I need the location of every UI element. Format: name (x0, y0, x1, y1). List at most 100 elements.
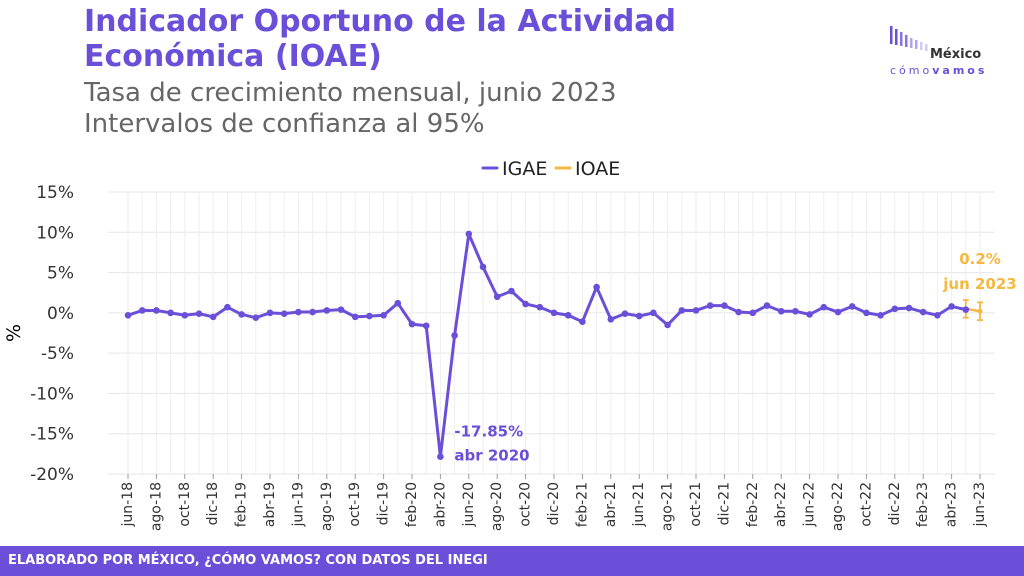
logo-subtitle: cómovamos (890, 64, 987, 77)
igae-series-line (127, 232, 967, 459)
subtitle-line-2: Intervalos de confianza al 95% (84, 109, 485, 139)
ioae-point (977, 308, 983, 314)
igae-point (891, 305, 899, 313)
footer-bar: ELABORADO POR MÉXICO, ¿CÓMO VAMOS? CON D… (0, 546, 1024, 576)
igae-point (323, 307, 331, 314)
x-tick-label: ago-22 (830, 482, 846, 531)
x-tick-label: jun-20 (461, 482, 477, 528)
y-tick-label: 10% (36, 223, 74, 243)
igae-point (153, 307, 160, 314)
igae-point (351, 313, 359, 321)
igae-point (465, 230, 473, 238)
igae-point (337, 306, 345, 313)
x-tick-label: oct-20 (518, 482, 534, 527)
igae-point (493, 293, 501, 301)
igae-point (394, 299, 402, 307)
igae-point (579, 318, 586, 326)
x-tick-label: dic-20 (546, 482, 562, 525)
logo-word: México (930, 47, 982, 62)
igae-point (252, 314, 260, 321)
x-tick-label: feb-21 (574, 482, 590, 527)
x-tick-label: oct-22 (858, 482, 874, 527)
y-axis-title: % (3, 324, 25, 342)
igae-point (635, 312, 643, 320)
igae-point (706, 302, 714, 309)
x-tick-label: dic-18 (205, 482, 221, 525)
x-tick-label: feb-23 (915, 482, 931, 527)
x-tick-label: dic-22 (887, 482, 903, 525)
x-tick-label: jun-18 (120, 482, 136, 528)
igae-point (508, 287, 515, 295)
igae-point (124, 311, 132, 319)
igae-point (309, 308, 316, 316)
igae-point (593, 283, 600, 291)
chart-title: Indicador Oportuno de la Actividad Econó… (84, 4, 677, 74)
x-tick-label: feb-22 (745, 482, 761, 527)
x-tick-label: ago-18 (148, 482, 164, 531)
annotation-value: 0.2% (959, 250, 1001, 268)
igae-point (607, 316, 615, 323)
igae-point (905, 304, 913, 312)
igae-point (522, 300, 529, 308)
igae-point (167, 309, 174, 317)
x-tick-label: abr-19 (262, 482, 278, 527)
igae-point (380, 311, 387, 319)
igae-point (834, 308, 842, 316)
igae-point (564, 311, 572, 319)
igae-point (777, 307, 785, 315)
x-tick-label: abr-22 (773, 482, 789, 527)
igae-point (806, 311, 813, 318)
footer-credit: ELABORADO POR MÉXICO, ¿CÓMO VAMOS? CON D… (8, 553, 488, 568)
igae-point (437, 453, 444, 460)
igae-point (209, 313, 217, 321)
mexico-como-vamos-logo: México cómovamos (888, 22, 1008, 82)
igae-point (820, 303, 828, 311)
igae-point (138, 307, 146, 314)
igae-point (266, 309, 274, 317)
igae-point (181, 311, 189, 319)
x-tick-label: oct-18 (177, 482, 193, 527)
subtitle-line-1: Tasa de crecimiento mensual, junio 2023 (84, 78, 617, 108)
igae-point (763, 302, 771, 309)
igae-point (536, 303, 544, 311)
x-tick-label: dic-21 (716, 482, 732, 525)
x-tick-label: jun-19 (290, 482, 306, 528)
y-tick-label: 15% (36, 183, 74, 203)
y-tick-label: 0% (47, 304, 74, 324)
igae-point (848, 303, 856, 310)
igae-point (919, 308, 927, 316)
chart-subtitle: Tasa de crecimiento mensual, junio 2023 … (84, 78, 704, 140)
line-chart: 15% 10% 5% 0% -5% -10% -15% -20% jun-18 ago-18 oct… (3, 158, 1017, 531)
x-tick-label: abr-23 (944, 482, 960, 527)
igae-point (650, 309, 657, 317)
x-tick-label: jun-23 (972, 482, 988, 528)
annotation-date: jun 2023 (942, 275, 1016, 293)
igae-point (224, 303, 231, 311)
igae-point (948, 303, 955, 310)
y-tick-label: -20% (30, 465, 74, 485)
x-tick-label: jun-22 (802, 482, 818, 528)
igae-point (962, 306, 970, 313)
x-tick-label: oct-19 (347, 482, 363, 527)
igae-point (721, 302, 728, 309)
igae-point (692, 307, 700, 314)
x-tick-label: ago-20 (489, 482, 505, 531)
igae-point (238, 311, 245, 318)
igae-point (195, 310, 203, 317)
logo-sub-light: cómo (890, 64, 933, 77)
igae-point (366, 312, 373, 320)
logo-sub-bold: vamos (932, 64, 988, 77)
x-tick-label: feb-20 (404, 482, 420, 527)
logo-bars-icon (890, 26, 928, 51)
igae-point (877, 311, 884, 319)
y-tick-label: -5% (41, 344, 74, 364)
igae-point (295, 308, 302, 316)
igae-point (550, 309, 558, 317)
y-tick-label: 5% (47, 264, 74, 284)
igae-point (479, 263, 487, 271)
annotation-date: abr 2020 (454, 447, 529, 465)
x-tick-label: abr-20 (432, 482, 448, 527)
x-tick-label: feb-19 (234, 482, 250, 527)
y-tick-label: -10% (30, 384, 74, 404)
igae-point (934, 311, 941, 319)
